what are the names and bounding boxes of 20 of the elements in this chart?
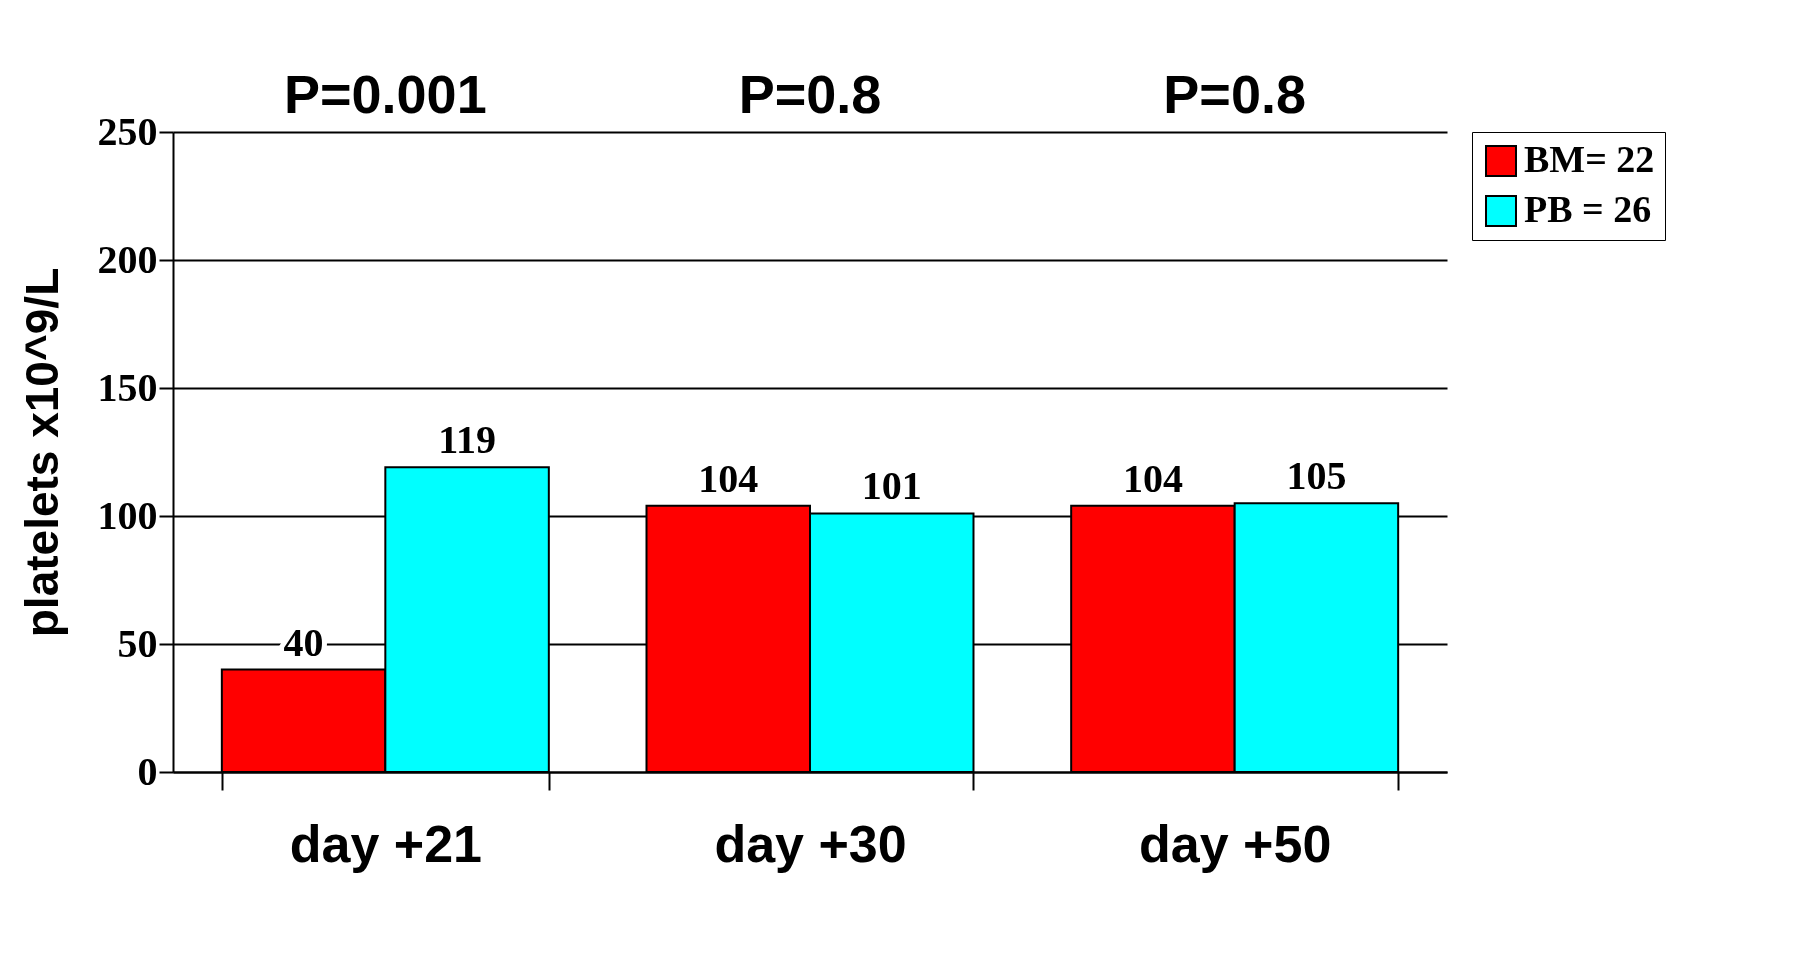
text: P=0.8 (1163, 64, 1306, 124)
legend-label: BM= 22 (1524, 138, 1655, 180)
text: P=0.8 (738, 64, 882, 124)
x-tick-label: day +50 (1139, 814, 1332, 873)
data-label: 101 (861, 463, 922, 509)
y-tick-label: 0 (137, 748, 158, 794)
data-label: 104 (698, 455, 759, 501)
y-tick-label: 150 (97, 364, 158, 410)
y-tick-label: 250 (97, 108, 158, 154)
text: P=0.001 (283, 64, 487, 124)
x-tick-label: day +21 (289, 814, 482, 873)
y-axis-title: platelets x10^9/L (15, 267, 68, 638)
legend-label: PB = 26 (1524, 188, 1652, 230)
x-tick-label: day +30 (714, 814, 907, 873)
y-tick-label: 50 (117, 620, 158, 666)
y-tick-label: 200 (97, 236, 158, 282)
data-label: 104 (1122, 455, 1183, 501)
y-tick-label: 100 (97, 492, 158, 538)
data-label: 105 (1286, 453, 1347, 499)
data-label: 119 (438, 417, 496, 463)
